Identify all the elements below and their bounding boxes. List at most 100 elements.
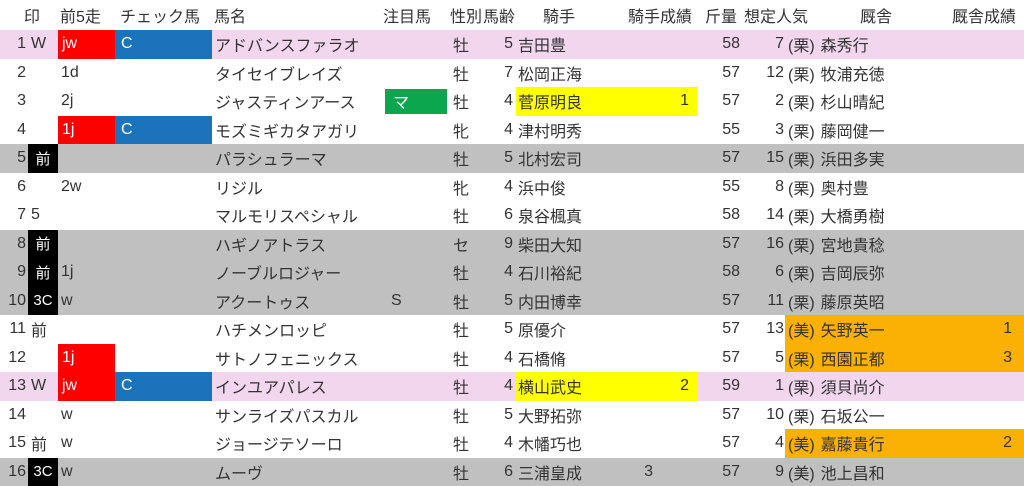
- stable-cell: (栗) 西園正都 3: [785, 343, 1024, 372]
- stable-region: (栗): [788, 152, 815, 170]
- popularity-cell: 2: [775, 92, 784, 110]
- horse-name-cell: ムーヴ: [215, 465, 264, 483]
- stable-region: (美): [788, 437, 815, 455]
- check-horse-cell: [115, 201, 212, 230]
- jockey-result: 3: [644, 462, 653, 480]
- horse-name-cell: ハチメンロッピ: [215, 323, 328, 341]
- stable-name: 嘉藤貴行: [820, 437, 885, 455]
- stable-region: (栗): [788, 123, 815, 141]
- stable-region: (栗): [788, 408, 815, 426]
- header-mark: 印: [24, 9, 41, 26]
- mark-cell: [28, 344, 58, 373]
- attention-cell: [383, 372, 450, 401]
- last5-cell: [58, 144, 115, 173]
- table-row[interactable]: 6 2w リジル 牝 4 浜中俊 55 8 (栗) 奥村豊: [0, 172, 1024, 202]
- stable-name: 須貝尚介: [820, 380, 885, 398]
- check-horse-cell: [115, 258, 212, 287]
- stable-cell: (栗) 宮地貴稔: [785, 230, 1024, 259]
- sex-cell: 牝: [453, 123, 470, 141]
- mark-cell: [28, 116, 58, 145]
- horse-number-cell: 5: [17, 149, 26, 167]
- table-row[interactable]: 4 1j C モズミギカタアガリ 牝 4 津村明秀 55 3 (栗) 藤岡健一: [0, 115, 1024, 145]
- table-row[interactable]: 14 w サンライズパスカル 牡 5 大野拓弥 57 10 (栗) 石坂公一: [0, 400, 1024, 430]
- jockey-cell: 三浦皇成 3: [516, 458, 697, 486]
- horse-number-cell: 8: [17, 234, 26, 252]
- last5-cell: [58, 201, 115, 230]
- mark-cell: [28, 173, 58, 202]
- table-row[interactable]: 15 前 w ジョージテソーロ 牡 4 木幡巧也 57 4 (美) 嘉藤貴行 2: [0, 429, 1024, 458]
- age-cell: 4: [504, 92, 513, 110]
- last5-cell: w: [61, 434, 73, 452]
- check-horse-cell: C: [115, 30, 212, 59]
- table-row[interactable]: 8 前 ハギノアトラス セ 9 柴田大知 57 16 (栗) 宮地貴稔: [0, 229, 1024, 259]
- table-row[interactable]: 12 1j サトノフェニックス 牡 4 石橋脩 57 5 (栗) 西園正都 3: [0, 343, 1024, 373]
- table-row[interactable]: 7 5 マルモリスペシャル 牡 6 泉谷楓真 58 14 (栗) 大橋勇樹: [0, 201, 1024, 230]
- attention-cell: [383, 344, 450, 373]
- horse-number-cell: 9: [17, 263, 26, 281]
- table-row[interactable]: 2 1d タイセイブレイズ 牡 7 松岡正海 57 12 (栗) 牧浦充徳: [0, 58, 1024, 88]
- popularity-cell: 3: [775, 120, 784, 138]
- horse-name-cell: リジル: [215, 180, 264, 198]
- stable-name: 藤岡健一: [820, 123, 885, 141]
- age-cell: 4: [504, 377, 513, 395]
- jockey-name: 松岡正海: [518, 66, 583, 84]
- horse-number-cell: 12: [8, 348, 26, 366]
- check-horse-cell: [115, 458, 212, 486]
- header-stable: 厩舎: [860, 9, 893, 26]
- stable-result: 2: [1003, 434, 1012, 452]
- weight-cell: 55: [722, 120, 740, 138]
- stable-result: 3: [1003, 348, 1012, 366]
- mark-cell: W: [31, 377, 47, 395]
- jockey-cell: 菅原明良 1: [516, 87, 697, 116]
- sex-cell: 牡: [453, 380, 470, 398]
- attention-cell: [383, 116, 450, 145]
- jockey-cell: 内田博幸: [516, 287, 697, 316]
- mark-cell: [28, 401, 58, 430]
- jockey-cell: 木幡巧也: [516, 429, 697, 458]
- table-row[interactable]: 10 3C w アクートゥス S 牡 5 内田博幸 57 11 (栗) 藤原英昭: [0, 286, 1024, 316]
- mark-cell: [28, 59, 58, 88]
- header-popularity: 想定人気: [744, 9, 809, 26]
- jockey-cell: 横山武史 2: [516, 372, 697, 401]
- jockey-cell: 松岡正海: [516, 59, 697, 88]
- last5-cell: [58, 230, 115, 259]
- horse-number-cell: 13: [8, 377, 26, 395]
- header-age: 馬齢: [483, 9, 516, 26]
- weight-cell: 57: [722, 92, 740, 110]
- table-row[interactable]: 5 前 パラシュラーマ 牡 5 北村宏司 57 15 (栗) 浜田多実: [0, 144, 1024, 173]
- popularity-cell: 15: [766, 149, 784, 167]
- header-row: 印 前5走 チェック馬 馬名 注目馬 性別 馬齢 騎手 騎手成績 斤量 想定人気…: [0, 0, 1024, 30]
- jockey-name: 柴田大知: [518, 237, 583, 255]
- table-row[interactable]: 1 W jw C アドバンスファラオ 牡 5 吉田豊 58 7 (栗) 森秀行: [0, 30, 1024, 59]
- table-row[interactable]: 11 前 ハチメンロッピ 牡 5 原優介 57 13 (美) 矢野英一 1: [0, 315, 1024, 344]
- weight-cell: 58: [722, 35, 740, 53]
- stable-region: (栗): [788, 237, 815, 255]
- mark-cell: W: [31, 35, 47, 53]
- horse-number-cell: 3: [17, 92, 26, 110]
- sex-cell: 牡: [453, 437, 470, 455]
- last5-cell: jw: [58, 372, 115, 401]
- horse-name-cell: マルモリスペシャル: [215, 209, 358, 227]
- check-horse-cell: [115, 87, 212, 116]
- header-attention: 注目馬: [383, 9, 432, 26]
- race-table-body: 1 W jw C アドバンスファラオ 牡 5 吉田豊 58 7 (栗) 森秀行 …: [0, 30, 1024, 486]
- table-row[interactable]: 9 前 1j ノーブルロジャー 牡 4 石川裕紀 58 6 (栗) 吉岡辰弥: [0, 258, 1024, 287]
- table-row[interactable]: 3 2j ジャスティンアース マ 牡 4 菅原明良 1 57 2 (栗) 杉山晴…: [0, 87, 1024, 116]
- stable-name: 池上昌和: [820, 465, 885, 483]
- attention-cell: [383, 144, 450, 173]
- attention-cell: マ: [383, 87, 450, 116]
- last5-cell: 2j: [61, 92, 74, 110]
- table-row[interactable]: 13 W jw C インユアパレス 牡 4 横山武史 2 59 1 (栗) 須貝…: [0, 372, 1024, 401]
- table-row[interactable]: 16 3C w ムーヴ 牡 6 三浦皇成 3 57 9 (美) 池上昌和: [0, 457, 1024, 486]
- stable-cell: (栗) 大橋勇樹: [785, 201, 1024, 230]
- stable-region: (栗): [788, 209, 815, 227]
- popularity-cell: 7: [775, 35, 784, 53]
- stable-cell: (栗) 牧浦充徳: [785, 59, 1024, 88]
- age-cell: 5: [504, 320, 513, 338]
- jockey-result: 1: [680, 92, 689, 110]
- age-cell: 5: [504, 149, 513, 167]
- check-horse-cell: C: [115, 115, 212, 144]
- last5-cell: jw: [58, 30, 115, 59]
- popularity-cell: 16: [766, 234, 784, 252]
- stable-cell: (栗) 奥村豊: [785, 173, 1024, 202]
